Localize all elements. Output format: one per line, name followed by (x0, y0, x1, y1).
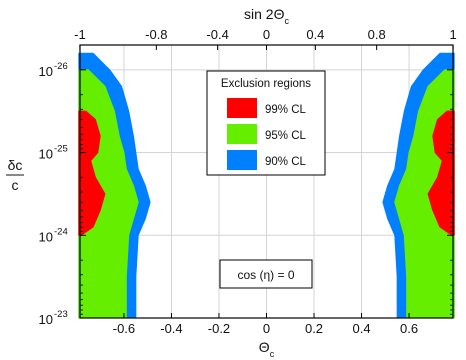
x2-tick-label: -1 (74, 27, 86, 42)
annotation-text: cos (η) = 0 (237, 268, 294, 282)
legend-box (206, 70, 326, 176)
legend-swatch (227, 150, 257, 170)
x2-tick-label: -0.4 (206, 27, 228, 42)
y-tick-label: 10 (39, 147, 53, 162)
x-tick-label: 0.4 (352, 321, 370, 336)
y-tick-exponent: -24 (54, 226, 68, 237)
x-tick-label: 0 (263, 321, 270, 336)
x2-tick-label: 0.4 (306, 27, 324, 42)
legend-swatch (227, 124, 257, 144)
x-tick-label: -0.2 (208, 321, 230, 336)
y-tick-label: 10 (39, 64, 53, 79)
x-tick-label: -0.6 (113, 321, 135, 336)
y-tick-label: 10 (39, 229, 53, 244)
axis-labels: -0.6 -0.4 -0.2 0 0.2 0.4 0.6 -1 -0.8 -0.4 0 0.4 0.8 1… (39, 27, 457, 336)
x-tick-label: 0.6 (400, 321, 418, 336)
legend: Exclusion regions 99% CL 95% CL 90% CL (206, 70, 326, 176)
x-tick-label: -0.4 (160, 321, 182, 336)
x2-tick-label: -0.8 (145, 27, 167, 42)
legend-swatch (227, 98, 257, 118)
x-tick-label: 0.2 (305, 321, 323, 336)
legend-label: 90% CL (265, 156, 307, 168)
annotation-box (219, 259, 313, 289)
bottom-axis-title: Θc (259, 339, 275, 359)
x2-tick-label: 0 (263, 27, 270, 42)
y-tick-exponent: -23 (54, 309, 68, 320)
legend-entries: 99% CL 95% CL 90% CL (227, 98, 307, 170)
x2-tick-label: 1 (449, 27, 456, 42)
left-axis-title-denominator: c (12, 177, 19, 193)
x2-tick-label: 0.8 (368, 27, 386, 42)
legend-title: Exclusion regions (221, 78, 311, 90)
legend-label: 99% CL (265, 104, 307, 116)
left-axis-title-numerator: δc (8, 157, 23, 173)
axis-ticks (79, 45, 454, 319)
annotation: cos (η) = 0 (219, 259, 313, 289)
y-tick-label: 10 (39, 312, 53, 327)
legend-label: 95% CL (265, 130, 307, 142)
top-axis-title: sin 2Θc (244, 6, 289, 26)
left-axis-title: δc c (6, 157, 24, 193)
y-tick-exponent: -25 (54, 144, 68, 155)
y-tick-exponent: -26 (54, 61, 68, 72)
